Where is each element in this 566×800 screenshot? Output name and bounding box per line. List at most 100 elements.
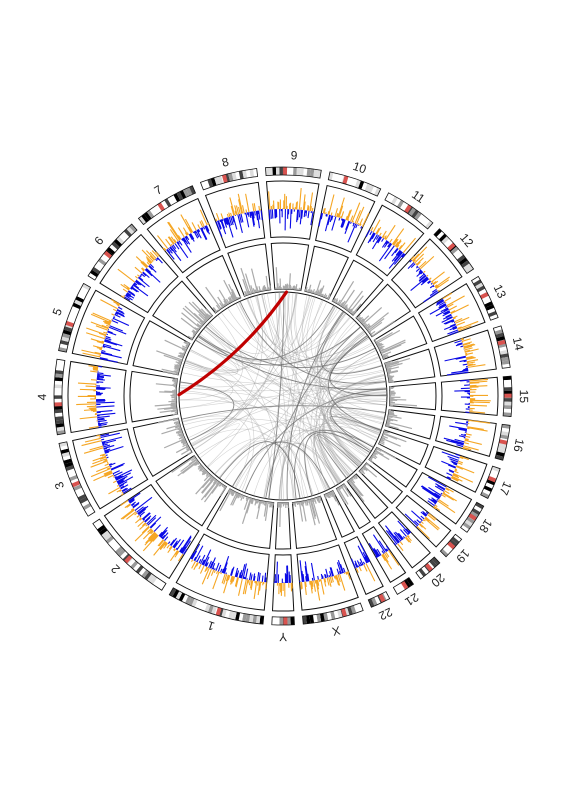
coverage-bar (221, 304, 224, 308)
cnv-gain-bar (248, 572, 252, 581)
link (218, 401, 387, 478)
cnv-loss-bar (301, 582, 303, 589)
link (246, 298, 373, 362)
cnv-gain-bar (449, 425, 468, 430)
centromere (424, 562, 434, 572)
ideogram-band (331, 172, 337, 182)
cnv-loss-bar (310, 580, 314, 590)
ideogram-band (119, 551, 129, 560)
coverage-bar (209, 475, 212, 478)
cnv-gain-bar (422, 510, 428, 516)
ideogram-chr-13 (470, 275, 499, 321)
ideogram-band (299, 167, 304, 176)
cnv-gain-bar (440, 307, 449, 313)
cnv-gain-bar (159, 526, 169, 537)
link (313, 349, 377, 490)
ideogram-band (396, 199, 405, 209)
coverage-bar (367, 317, 385, 332)
cnv-loss-bar (163, 542, 169, 549)
coverage-bar (191, 301, 210, 320)
coverage-bar (199, 466, 204, 471)
cnv-gain-bar (245, 212, 250, 228)
coverage-bar (198, 327, 201, 330)
ideogram-band (176, 191, 184, 201)
coverage-bar (236, 296, 239, 300)
cnv-gain-bar (415, 525, 417, 528)
cnv-gain-bar (397, 520, 410, 535)
cnv-loss-bar (310, 206, 312, 212)
coverage-bar (339, 486, 342, 488)
coverage-bar (317, 496, 321, 504)
ideogram-band (306, 168, 311, 177)
cnv-loss-bar (145, 524, 148, 527)
coverage-bar (254, 499, 257, 506)
cnv-gain-bar (296, 209, 299, 223)
cnv-gain-bar (109, 465, 112, 468)
cnv-loss-bar (112, 476, 115, 478)
cnv-gain-bar (173, 538, 181, 549)
ideogram-band (361, 181, 368, 191)
cnv-gain-bar (428, 476, 447, 488)
cnv-loss-bar (193, 562, 199, 571)
cnv-gain-bar (387, 242, 391, 248)
link (291, 296, 314, 500)
coverage-bar (337, 302, 340, 305)
coverage-bar (258, 286, 261, 292)
cnv-gain-bar (369, 231, 373, 236)
ideogram-band (422, 218, 431, 227)
coverage-bar (250, 498, 253, 503)
cnv-gain-bar (196, 555, 201, 563)
cnv-gain-bar (160, 529, 168, 538)
cnv-loss-bar (93, 471, 113, 482)
coverage-bar (198, 313, 207, 322)
coverage-bar (378, 345, 385, 350)
cnv-gain-bar (441, 316, 453, 323)
coverage-bar (360, 468, 364, 473)
link (318, 356, 380, 483)
coverage-bar (384, 360, 393, 365)
cnv-loss-bar (230, 576, 234, 585)
cnv-loss-bar (411, 253, 420, 262)
ideogram-band (203, 179, 210, 189)
cnv-loss-bar (136, 515, 140, 518)
ideogram-band (275, 167, 280, 176)
chromosome-label-y: Y (279, 630, 287, 644)
ideogram-band (132, 562, 141, 572)
cnv-gain-bar (225, 217, 229, 225)
ideogram-band (91, 266, 101, 275)
ideogram-band (175, 591, 183, 600)
centromere (341, 608, 348, 617)
cnv-gain-bar (204, 225, 209, 233)
cnv-gain-bar (130, 501, 136, 506)
centromere (54, 402, 63, 407)
ideogram-band (118, 233, 127, 242)
coverage-frame-chr-2 (155, 454, 228, 527)
ideogram-band (197, 601, 205, 610)
cnv-gain-bar (166, 248, 171, 254)
coverage-bar (205, 472, 210, 477)
link (197, 336, 387, 390)
cnv-gain-bar (104, 340, 118, 346)
ideogram-band (503, 390, 512, 395)
cnv-gain-bar (357, 565, 360, 568)
coverage-bar (195, 475, 213, 495)
cnv-loss-bar (92, 366, 99, 369)
cnv-frame-chr-x (296, 544, 359, 611)
cnv-gain-bar (434, 492, 441, 498)
cnv-gain-bar (453, 463, 458, 466)
cnv-gain-bar (97, 372, 104, 375)
coverage-bar (388, 413, 398, 417)
cnv-loss-bar (314, 580, 317, 584)
cnv-loss-bar (113, 301, 120, 306)
link (253, 429, 375, 496)
cnv-gain-bar (102, 444, 111, 448)
ideogram-band (500, 356, 510, 362)
cnv-loss-bar (157, 235, 169, 250)
ideogram-chr-7 (137, 185, 197, 226)
coverage-bar (365, 324, 371, 329)
cnv-loss-bar (119, 489, 122, 492)
cnv-gain-bar (299, 209, 303, 225)
ideogram-band (456, 254, 466, 263)
ideogram-band (242, 170, 248, 179)
ideogram-band (489, 314, 499, 321)
